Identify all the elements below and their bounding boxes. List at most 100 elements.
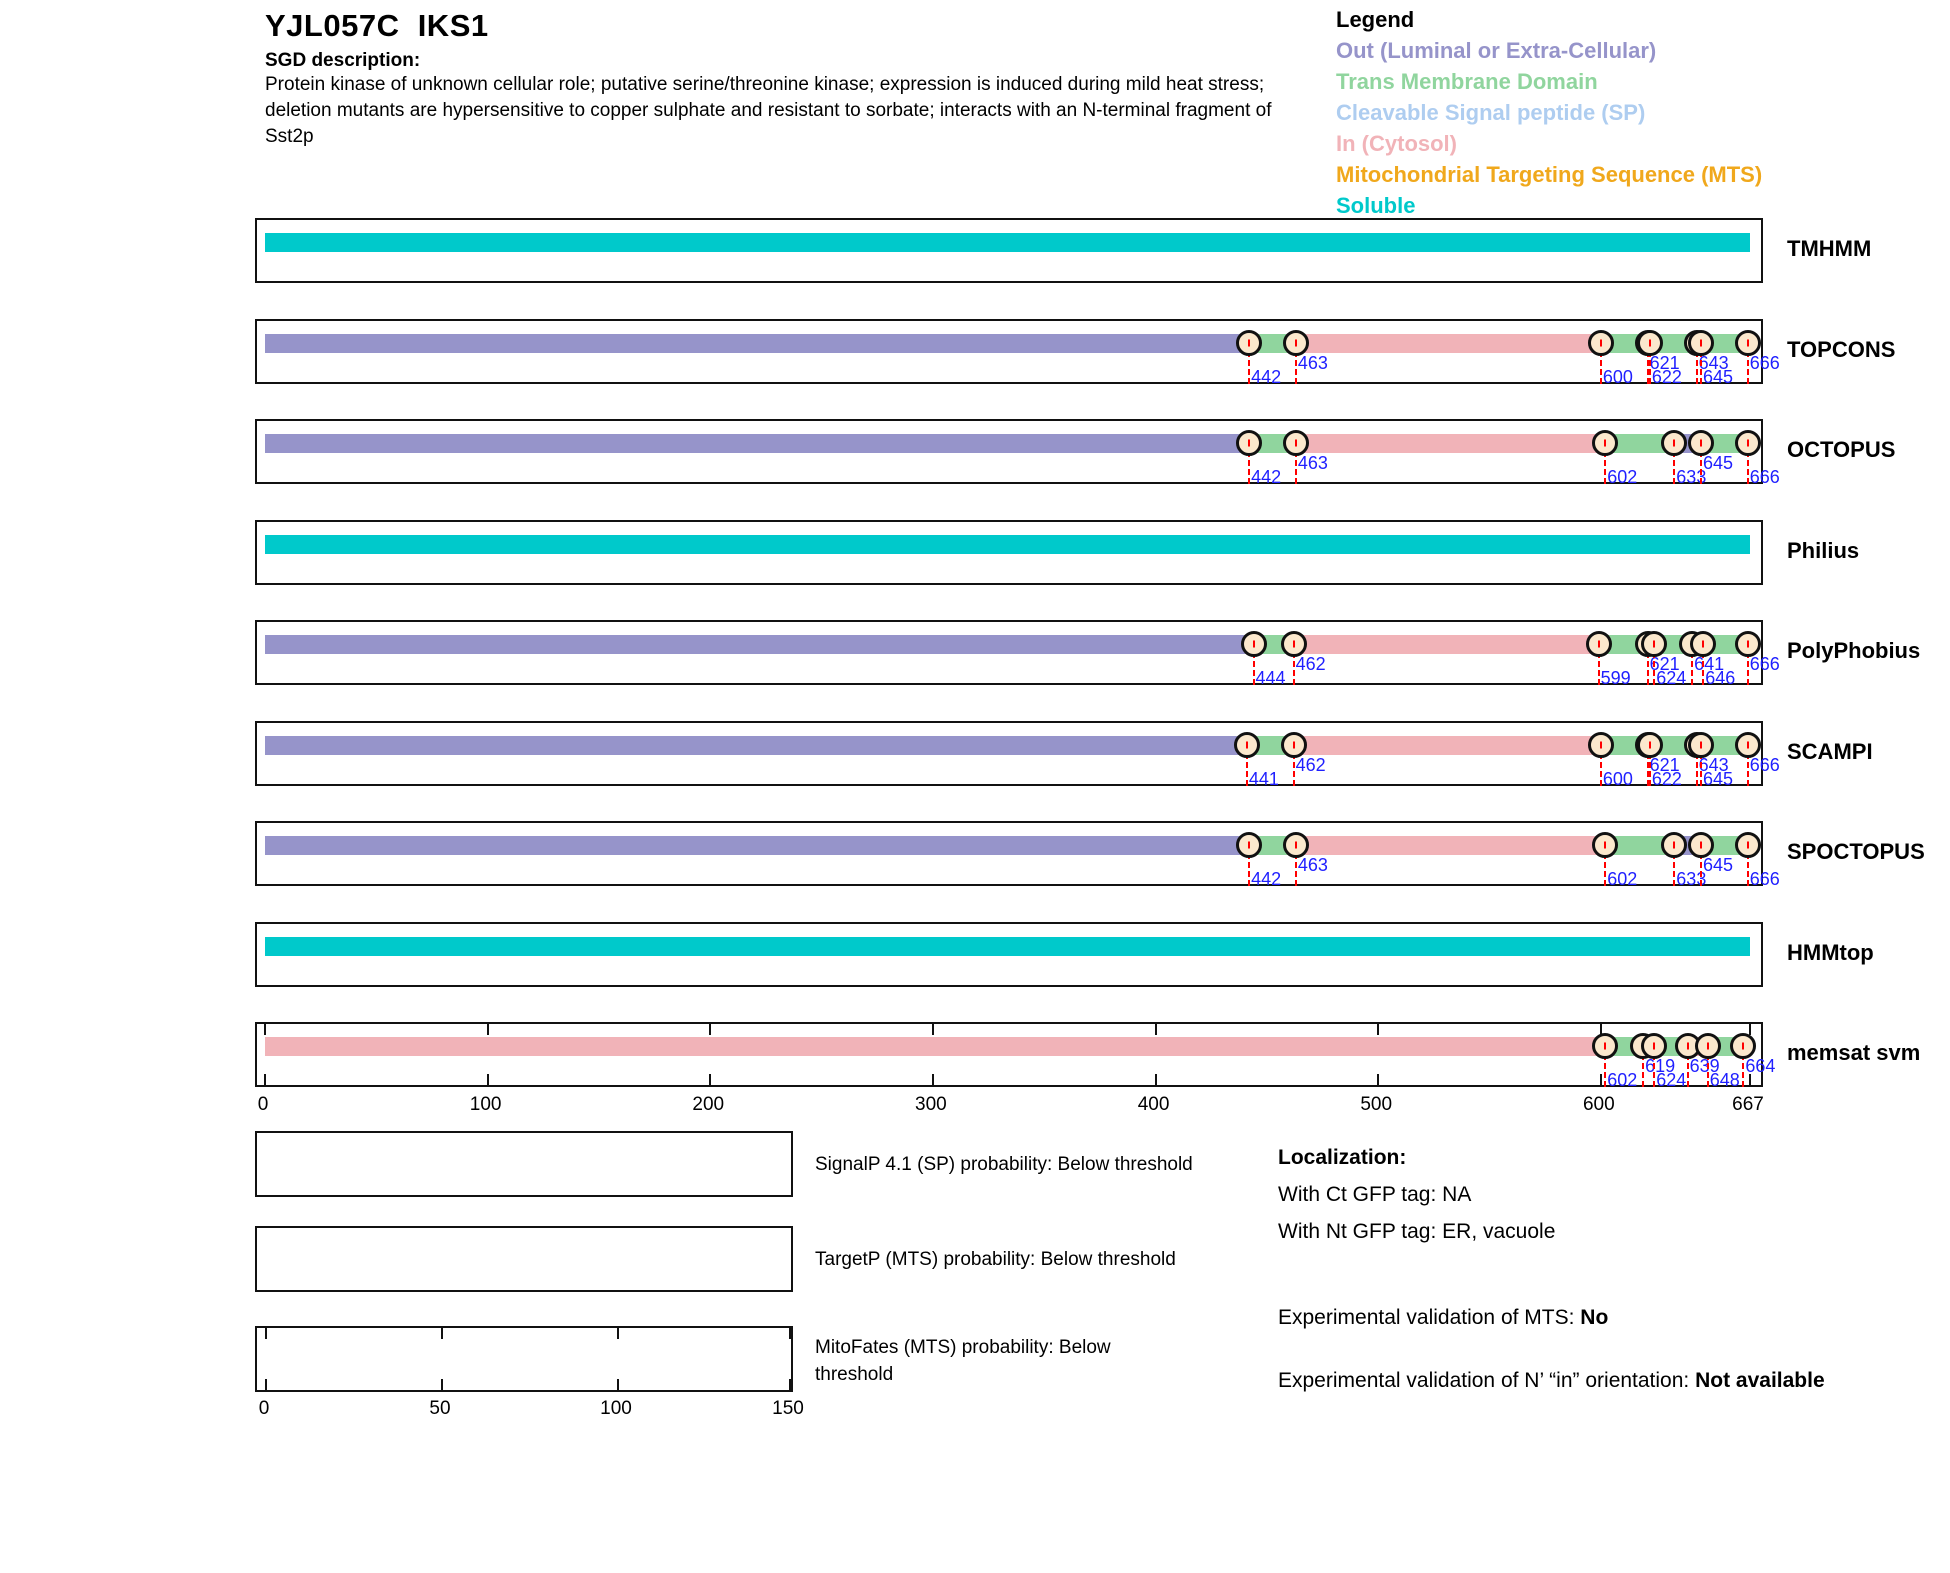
boundary-dash-line	[1292, 735, 1295, 786]
segment-in	[1293, 635, 1599, 654]
legend-item-in: In (Cytosol)	[1336, 131, 1457, 156]
boundary-dash-line	[1702, 634, 1705, 685]
boundary-position-label: 624	[1656, 668, 1687, 688]
probability-box-2	[255, 1326, 793, 1392]
track-box-hmmtop	[255, 922, 1763, 987]
track-box-topcons: 442 463 600 621 622 643 645 666	[255, 319, 1780, 387]
mini-axis-tick-label: 100	[600, 1398, 632, 1419]
boundary-marker	[1690, 631, 1717, 657]
boundary-dash-line	[1252, 634, 1255, 685]
track-box-memsat-svm: 602 619 624 639 648 664	[255, 1022, 1775, 1090]
boundary-position-label: 621	[1649, 654, 1680, 674]
mini-tick-top	[265, 1328, 267, 1339]
boundary-marker	[1734, 631, 1761, 657]
boundary-marker	[1585, 631, 1612, 657]
boundary-position-label: 463	[1297, 855, 1328, 875]
ruler-tick-bottom	[486, 1074, 489, 1085]
probability-box-0	[255, 1131, 793, 1197]
boundary-position-label: 463	[1297, 353, 1328, 373]
boundary-position-label: 602	[1607, 467, 1638, 487]
ruler-tick-bottom	[1154, 1074, 1157, 1085]
boundary-position-label: 639	[1689, 1056, 1720, 1076]
boundary-marker	[1282, 430, 1309, 456]
boundary-dash-line	[1706, 1036, 1709, 1087]
boundary-dash-line	[1245, 735, 1248, 786]
boundary-dash-line	[1746, 634, 1749, 685]
boundary-position-label: 621	[1649, 353, 1680, 373]
boundary-dash-line	[1294, 333, 1297, 384]
axis-tick-label: 200	[692, 1094, 725, 1115]
boundary-marker	[1587, 732, 1614, 758]
ruler-tick-top	[931, 1024, 934, 1035]
ct-gfp-line: With Ct GFP tag: NA	[1278, 1183, 1472, 1206]
legend-item-mts: Mitochondrial Targeting Sequence (MTS)	[1336, 162, 1763, 187]
boundary-position-label: 602	[1607, 1070, 1638, 1090]
boundary-marker	[1592, 1033, 1619, 1059]
boundary-marker	[1641, 631, 1668, 657]
track-label-polyphobius: PolyPhobius	[1787, 638, 1921, 663]
track-box-philius	[255, 520, 1763, 585]
boundary-position-label: 602	[1607, 869, 1638, 889]
track-label-scampi: SCAMPI	[1787, 739, 1873, 764]
boundary-dash-line	[1646, 634, 1649, 685]
boundary-dash-line	[1695, 333, 1698, 384]
boundary-marker	[1734, 732, 1761, 758]
boundary-dash-line	[1248, 333, 1251, 384]
axis-tick-label: 667	[1732, 1094, 1764, 1115]
ruler-tick-top	[1749, 1024, 1751, 1035]
segment-in	[1295, 836, 1606, 855]
boundary-marker	[1641, 1033, 1668, 1059]
boundary-position-label: 442	[1251, 467, 1282, 487]
ruler-tick-bottom	[709, 1074, 712, 1085]
segment-out	[265, 635, 1254, 654]
boundary-marker	[1636, 330, 1663, 356]
axis-tick-label: 500	[1360, 1094, 1393, 1115]
boundary-position-label: 442	[1251, 367, 1282, 387]
boundary-dash-line	[1700, 735, 1703, 786]
boundary-position-label: 622	[1651, 769, 1682, 789]
mts-validation-line: Experimental validation of MTS: No	[1278, 1306, 1608, 1330]
mini-tick-bottom	[441, 1379, 443, 1390]
track-label-octopus: OCTOPUS	[1787, 437, 1896, 462]
boundary-marker	[1661, 430, 1688, 456]
segment-out	[265, 334, 1250, 353]
segment-out	[265, 736, 1247, 755]
boundary-position-label: 645	[1703, 367, 1734, 387]
boundary-position-label: 600	[1602, 367, 1633, 387]
ruler-tick-bottom	[1749, 1074, 1751, 1085]
legend-item-soluble: Soluble	[1336, 193, 1416, 218]
boundary-position-label: 600	[1602, 769, 1633, 789]
boundary-position-label: 633	[1676, 467, 1707, 487]
segment-out	[265, 836, 1250, 855]
boundary-dash-line	[1700, 835, 1703, 886]
boundary-position-label: 645	[1703, 769, 1734, 789]
sgd-description-label: SGD description:	[265, 50, 421, 71]
mini-tick-top	[441, 1328, 443, 1339]
boundary-dash-line	[1597, 634, 1600, 685]
axis-tick-label: 100	[469, 1094, 502, 1115]
orientation-validation-prefix: Experimental validation of N’ “in” orien…	[1278, 1369, 1696, 1392]
localization-title: Localization:	[1278, 1146, 1407, 1169]
segment-tm	[1605, 836, 1675, 855]
boundary-position-label: 633	[1676, 869, 1707, 889]
boundary-marker	[1236, 832, 1263, 858]
track-label-topcons: TOPCONS	[1787, 337, 1896, 362]
track-box-polyphobius: 444 462 599 621 624 641 646 666	[255, 620, 1780, 688]
track-label-spoctopus: SPOCTOPUS	[1787, 839, 1925, 864]
boundary-marker	[1734, 430, 1761, 456]
segment-out	[265, 434, 1250, 453]
mini-tick-top	[617, 1328, 619, 1339]
boundary-position-label: 645	[1703, 855, 1734, 875]
segment-in	[1295, 334, 1601, 353]
mts-validation-prefix: Experimental validation of MTS:	[1278, 1306, 1581, 1329]
boundary-marker	[1592, 430, 1619, 456]
boundary-marker	[1233, 732, 1260, 758]
ruler-tick-bottom	[931, 1074, 934, 1085]
orientation-validation-line: Experimental validation of N’ “in” orien…	[1278, 1364, 1858, 1398]
boundary-dash-line	[1673, 835, 1676, 886]
segment-in	[265, 1037, 1606, 1056]
boundary-dash-line	[1642, 1036, 1645, 1087]
mini-tick-bottom	[617, 1379, 619, 1390]
page-title: YJL057C IKS1	[265, 8, 489, 43]
